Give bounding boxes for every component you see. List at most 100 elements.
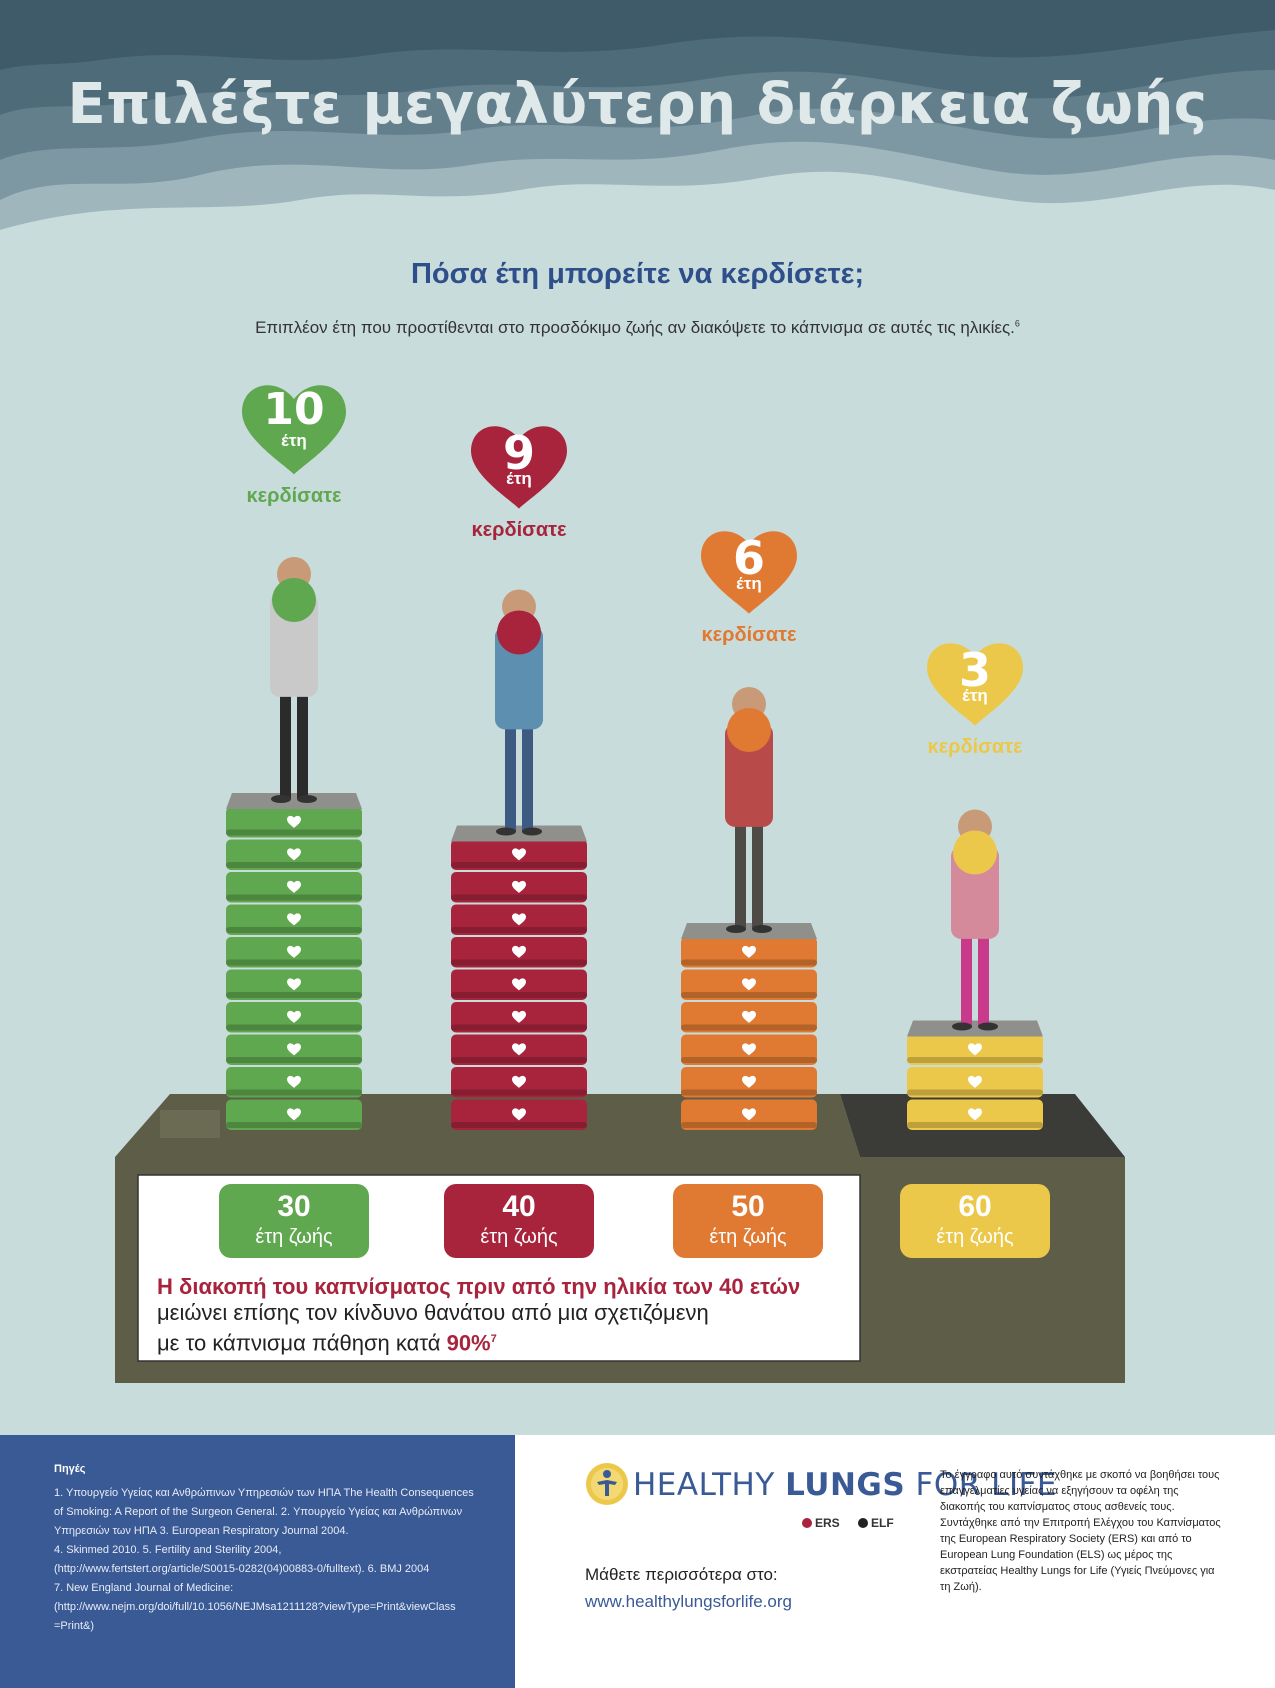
stack-box-shadow	[226, 894, 362, 901]
sources-list: 1. Υπουργείο Υγείας και Ανθρώπινων Υπηρε…	[54, 1484, 494, 1636]
source-line: (http://www.nejm.org/doi/full/10.1056/NE…	[54, 1601, 456, 1613]
stack-box-shadow	[907, 1089, 1043, 1096]
stack-lid	[451, 825, 587, 842]
gained-label: κερδίσατε	[471, 519, 567, 541]
person-figure	[725, 687, 773, 933]
age-label: έτη ζωής	[936, 1226, 1014, 1248]
stack-box-shadow	[226, 829, 362, 836]
stack-box-shadow	[681, 1024, 817, 1031]
stack-box-shadow	[451, 1089, 587, 1096]
person-shoe	[297, 795, 317, 803]
platform-notch	[160, 1110, 220, 1138]
about-text: Το έγγραφο αυτό συντάχθηκε με σκοπό να β…	[940, 1469, 1221, 1593]
years-gained-number: 6	[732, 530, 765, 585]
stack-box-shadow	[226, 1024, 362, 1031]
person-shoe	[271, 795, 291, 803]
stack-heart-icon	[512, 1043, 526, 1056]
stack-heart-icon	[287, 1010, 301, 1023]
stack-heart-icon	[512, 1010, 526, 1023]
source-line: of Smoking: A Report of the Surgeon Gene…	[54, 1506, 463, 1518]
stack-box-shadow	[451, 959, 587, 966]
stack-heart-icon	[287, 880, 301, 893]
elf-logo-icon	[858, 1518, 868, 1528]
stack-box-shadow	[907, 1122, 1043, 1128]
source-line: 7. New England Journal of Medicine:	[54, 1582, 234, 1594]
stack-heart-icon	[742, 1108, 756, 1121]
person-figure	[951, 809, 999, 1031]
stack-box-shadow	[226, 1089, 362, 1096]
stack-box-shadow	[451, 1024, 587, 1031]
stack-box-shadow	[226, 862, 362, 868]
balloon	[727, 708, 771, 752]
age-label: έτη ζωής	[709, 1226, 787, 1248]
gained-label: κερδίσατε	[927, 736, 1023, 758]
person-shoe	[952, 1022, 972, 1031]
ers-logo-icon	[802, 1518, 812, 1528]
years-heart-icon	[471, 426, 567, 509]
stack-heart-icon	[287, 1108, 301, 1121]
stack-box-shadow	[681, 1089, 817, 1096]
years-gained-number: 10	[263, 384, 325, 436]
stack-lid	[907, 1020, 1043, 1037]
stack-box-shadow	[226, 992, 362, 998]
person-leg	[978, 927, 989, 1027]
sources-title: Πηγές	[54, 1463, 86, 1475]
person-torso	[725, 724, 773, 827]
website-link[interactable]: www.healthylungsforlife.org	[585, 1592, 792, 1611]
balloon	[953, 830, 997, 875]
age-box-40: 40 έτη ζωής	[444, 1184, 594, 1258]
stack-box-shadow	[451, 894, 587, 901]
stack-heart-icon	[968, 1108, 982, 1121]
stack-heart-icon	[512, 880, 526, 893]
person-leg	[522, 721, 533, 832]
stack-box-shadow	[681, 1122, 817, 1128]
stack-box-shadow	[226, 959, 362, 966]
source-line: =Print&)	[54, 1620, 95, 1632]
stack-box-shadow	[681, 959, 817, 966]
age-box-30: 30 έτη ζωής	[219, 1184, 369, 1258]
stack-box-shadow	[226, 927, 362, 933]
person-shoe	[978, 1022, 998, 1031]
section-subtitle: Πόσα έτη μπορείτε να κερδίσετε;	[410, 258, 865, 290]
ers-logo: ERS	[802, 1516, 840, 1530]
source-line: 4. Skinmed 2010. 5. Fertility and Steril…	[54, 1544, 282, 1556]
message-reference: 7	[490, 1333, 497, 1345]
person-shoe	[726, 925, 746, 933]
years-unit-label: έτη	[962, 685, 988, 705]
footer-sources-panel	[0, 1435, 515, 1688]
stack-heart-icon	[742, 1010, 756, 1023]
intro-text: Επιπλέον έτη που προστίθενται στο προσδό…	[255, 318, 1020, 337]
podium-scene	[115, 385, 1125, 1383]
stack-box-shadow	[451, 927, 587, 933]
stack-heart-icon	[287, 848, 301, 861]
healthy-lungs-logo-text: HEALTHY LUNGS FOR LIFE	[633, 1467, 1058, 1503]
source-line: Υπηρεσιών των ΗΠΑ 3. European Respirator…	[54, 1525, 349, 1537]
message-line-3: με το κάπνισμα πάθηση κατά 90%7	[157, 1330, 497, 1356]
stack-heart-icon	[512, 1075, 526, 1088]
person-leg	[505, 721, 516, 832]
stack-box-shadow	[451, 1057, 587, 1063]
stack-box-shadow	[451, 992, 587, 998]
box-stack-30	[226, 793, 362, 1130]
person-leg	[752, 818, 763, 929]
footer-info-panel	[515, 1435, 1275, 1688]
age-number: 40	[502, 1190, 536, 1223]
age-number: 30	[277, 1190, 311, 1223]
age-box-60: 60 έτη ζωής	[900, 1184, 1050, 1258]
stack-heart-icon	[512, 978, 526, 991]
years-unit-label: έτη	[736, 573, 762, 593]
message-percent: 90%	[446, 1330, 491, 1356]
years-unit-label: έτη	[281, 431, 307, 451]
stack-heart-icon	[742, 1043, 756, 1056]
age-number: 50	[731, 1190, 765, 1223]
stack-heart-icon	[968, 1043, 982, 1056]
stack-box-shadow	[681, 1057, 817, 1063]
source-line: 1. Υπουργείο Υγείας και Ανθρώπινων Υπηρε…	[54, 1487, 474, 1499]
person-shoe	[496, 827, 516, 836]
stack-heart-icon	[512, 1108, 526, 1121]
balloon	[497, 610, 541, 655]
stack-heart-icon	[512, 945, 526, 958]
balloon	[272, 578, 316, 622]
stack-box-shadow	[907, 1057, 1043, 1063]
